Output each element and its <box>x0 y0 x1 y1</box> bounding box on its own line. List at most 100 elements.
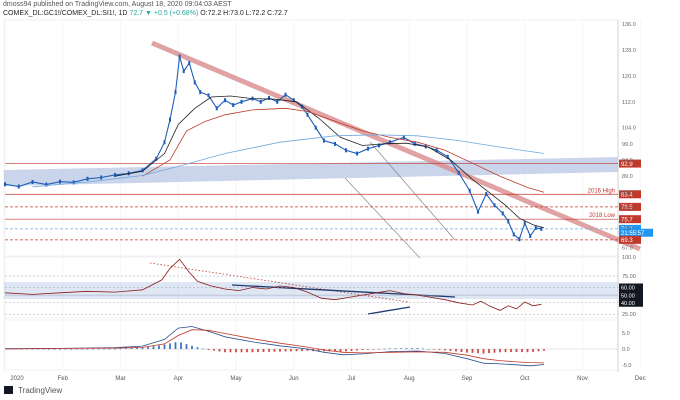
price-axis-tick: 120.0 <box>622 74 636 80</box>
macd-histogram-bar <box>521 349 523 353</box>
rsi-support-line <box>367 306 411 315</box>
macd-histogram-bar <box>180 342 182 350</box>
macd-histogram-bar <box>411 348 413 350</box>
macd-histogram-bar <box>356 349 358 351</box>
macd-histogram-bar <box>42 348 45 350</box>
price-candle <box>59 179 61 184</box>
macd-histogram-bar <box>367 349 369 350</box>
tradingview-logo-icon <box>4 386 13 394</box>
macd-histogram-bar <box>317 349 320 352</box>
macd-histogram-bar <box>53 349 56 350</box>
series-line-price <box>4 56 542 241</box>
macd-histogram-bar <box>97 348 100 350</box>
price-candle <box>86 176 89 181</box>
price-candle <box>501 211 504 216</box>
price-candle <box>215 106 218 111</box>
price-candle <box>45 182 48 187</box>
price-candle <box>323 138 325 143</box>
macd-histogram-bar <box>405 348 408 350</box>
time-axis-tick: Mar <box>115 376 125 382</box>
price-candle <box>378 143 380 148</box>
symbol-label: COMEX_DL:GC1!/COMEX_DL:SI1!, 1D <box>3 10 128 17</box>
macd-histogram-bar <box>202 348 204 350</box>
price-candle <box>314 125 317 130</box>
macd-histogram-bar <box>427 348 430 350</box>
price-candle <box>31 179 34 184</box>
price-candle <box>402 135 405 140</box>
price-candle <box>174 90 177 95</box>
price-candle <box>477 209 479 214</box>
time-axis-tick: 2020 <box>10 376 24 382</box>
price-axis-tick: 99.0 <box>622 142 633 148</box>
price-candle <box>141 168 144 173</box>
macd-histogram-bar <box>213 349 215 351</box>
price-candle <box>193 80 196 85</box>
macd-histogram-bar <box>59 349 61 350</box>
price-label-text: 79.5 <box>621 205 633 211</box>
macd-histogram-bar <box>422 348 424 350</box>
series-line-ema_long <box>32 134 545 188</box>
series-line-ema_short <box>114 95 545 229</box>
macd-histogram-bar <box>240 349 243 353</box>
macd-histogram-bar <box>31 348 34 350</box>
macd-histogram-bar <box>510 349 512 353</box>
brand-name: TradingView <box>18 386 63 395</box>
macd-histogram-bar <box>444 349 446 351</box>
macd-histogram-bar <box>152 346 155 350</box>
price-candle <box>199 90 202 95</box>
macd-histogram-bar <box>301 349 303 352</box>
price-label-box <box>619 202 641 211</box>
macd-histogram-bar <box>191 345 193 350</box>
rsi-tick-box <box>619 283 643 292</box>
level-annotation: 2016 High <box>588 188 615 194</box>
macd-histogram-bar <box>350 349 353 351</box>
macd-signal-line <box>4 329 545 364</box>
macd-histogram-bar <box>290 349 292 352</box>
price-candle <box>284 92 287 97</box>
rsi-axis-tick: 60.00 <box>621 286 635 292</box>
macd-histogram-bar <box>119 348 122 350</box>
major-downtrend-line <box>151 40 641 252</box>
macd-axis-tick: -5.0 <box>622 363 631 369</box>
time-axis-tick: Jun <box>289 376 299 382</box>
price-candle <box>540 226 543 231</box>
symbol-line: COMEX_DL:GC1!/COMEX_DL:SI1!, 1D 72.7 ▼ +… <box>3 10 288 17</box>
price-candle <box>100 175 103 180</box>
price-candle <box>127 171 130 176</box>
rsi-neutral-band <box>4 282 618 299</box>
macd-histogram-bar <box>218 349 221 352</box>
macd-macd-line <box>4 326 545 367</box>
rsi-line <box>4 258 542 311</box>
macd-histogram-bar <box>114 348 116 350</box>
rsi-axis-tick: 100.0 <box>622 255 636 261</box>
price-candle <box>240 99 243 104</box>
price-candle <box>457 170 460 175</box>
price-candle <box>367 146 369 151</box>
macd-histogram-bar <box>372 349 375 350</box>
channel-lower-line <box>344 177 421 259</box>
rsi-axis-tick: 50.00 <box>621 293 635 299</box>
macd-histogram-bar <box>262 349 265 352</box>
ohlc-values: O:72.2 H:73.0 L:72.2 C:72.7 <box>200 10 288 17</box>
series-line-ema_mid <box>142 107 545 193</box>
macd-histogram-bar <box>174 342 177 350</box>
macd-histogram-bar <box>136 347 138 350</box>
price-axis-tick: 136.0 <box>622 22 636 28</box>
macd-histogram-bar <box>416 348 419 350</box>
macd-histogram-bar <box>306 349 309 351</box>
macd-histogram-bar <box>345 349 347 352</box>
macd-histogram-bar <box>537 349 540 352</box>
price-candle <box>518 237 521 242</box>
macd-histogram-bar <box>86 348 89 350</box>
support-band <box>4 157 618 186</box>
macd-histogram-bar <box>526 349 529 353</box>
macd-histogram-bar <box>268 349 270 352</box>
macd-histogram-bar <box>37 348 39 350</box>
macd-histogram-bar <box>438 349 441 350</box>
macd-histogram-bar <box>455 349 457 352</box>
macd-histogram-bar <box>158 345 160 350</box>
rsi-axis-tick: 25.00 <box>622 312 636 318</box>
price-label-box <box>619 159 641 168</box>
time-axis-tick: Oct <box>520 376 530 382</box>
